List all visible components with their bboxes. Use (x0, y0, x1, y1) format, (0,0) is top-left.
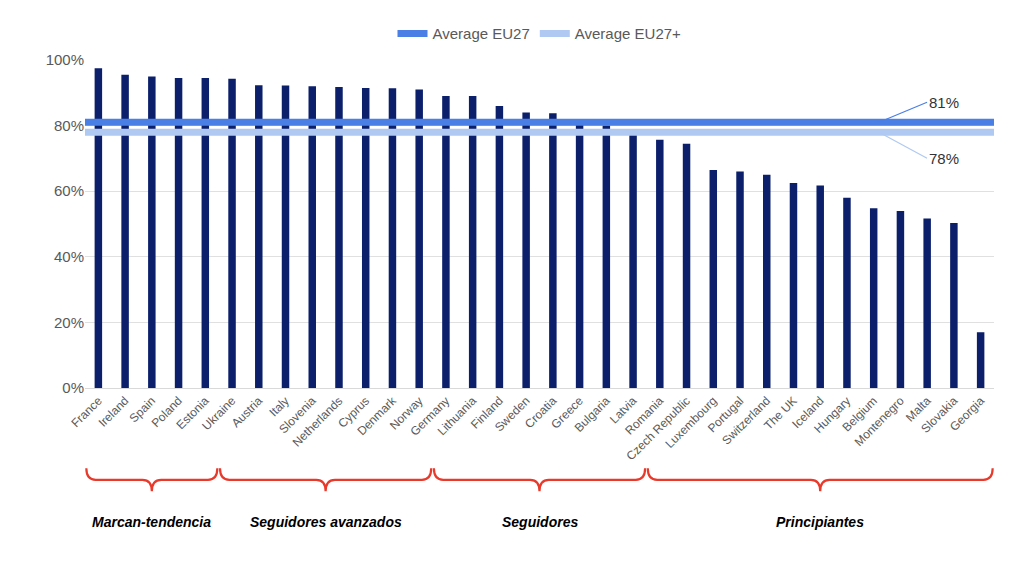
svg-text:Denmark: Denmark (354, 393, 399, 438)
svg-text:Average EU27+: Average EU27+ (575, 25, 681, 42)
svg-text:Estonia: Estonia (173, 394, 211, 432)
svg-text:Luxembourg: Luxembourg (663, 394, 720, 451)
svg-text:Ukraine: Ukraine (199, 394, 238, 433)
svg-text:Seguidores: Seguidores (502, 514, 578, 530)
svg-text:Greece: Greece (548, 394, 586, 432)
svg-text:Lithuania: Lithuania (435, 394, 480, 439)
svg-text:81%: 81% (929, 94, 959, 111)
svg-text:Norway: Norway (387, 394, 426, 433)
svg-text:Italy: Italy (266, 394, 291, 419)
svg-text:Switzerland: Switzerland (719, 394, 773, 448)
svg-text:Portugal: Portugal (705, 394, 747, 436)
svg-text:60%: 60% (54, 182, 84, 199)
svg-text:Cyprus: Cyprus (335, 394, 372, 431)
svg-text:Hungary: Hungary (811, 394, 853, 436)
svg-text:Montenegro: Montenegro (852, 394, 907, 449)
svg-text:Netherlands: Netherlands (290, 394, 346, 450)
svg-text:Average EU27: Average EU27 (433, 25, 530, 42)
svg-text:Seguidores avanzados: Seguidores avanzados (250, 514, 402, 530)
svg-text:Latvia: Latvia (607, 394, 640, 427)
svg-text:0%: 0% (62, 379, 84, 396)
svg-text:Iceland: Iceland (789, 394, 826, 431)
svg-text:100%: 100% (46, 51, 84, 68)
svg-text:Bulgaria: Bulgaria (572, 394, 613, 435)
svg-text:Slovenia: Slovenia (276, 394, 319, 437)
svg-text:40%: 40% (54, 248, 84, 265)
svg-text:Romania: Romania (622, 394, 666, 438)
svg-text:Spain: Spain (127, 394, 159, 426)
svg-text:Malta: Malta (903, 394, 934, 425)
svg-text:France: France (68, 394, 105, 431)
svg-text:Belgium: Belgium (839, 394, 880, 435)
svg-text:Czech Republic: Czech Republic (624, 394, 693, 463)
svg-text:Ireland: Ireland (96, 394, 132, 430)
svg-text:20%: 20% (54, 314, 84, 331)
svg-text:The UK: The UK (761, 394, 800, 433)
svg-text:Principiantes: Principiantes (776, 514, 864, 530)
svg-text:80%: 80% (54, 117, 84, 134)
svg-text:Marcan-tendencia: Marcan-tendencia (92, 514, 211, 530)
svg-text:Croatia: Croatia (522, 394, 559, 431)
svg-text:78%: 78% (929, 150, 959, 167)
svg-text:Germany: Germany (407, 394, 452, 439)
svg-text:Austria: Austria (229, 394, 266, 431)
svg-text:Sweden: Sweden (492, 394, 533, 435)
svg-text:Finland: Finland (468, 394, 506, 432)
svg-text:Poland: Poland (149, 394, 185, 430)
svg-text:Georgia: Georgia (947, 394, 987, 434)
svg-text:Slovakia: Slovakia (918, 394, 960, 436)
